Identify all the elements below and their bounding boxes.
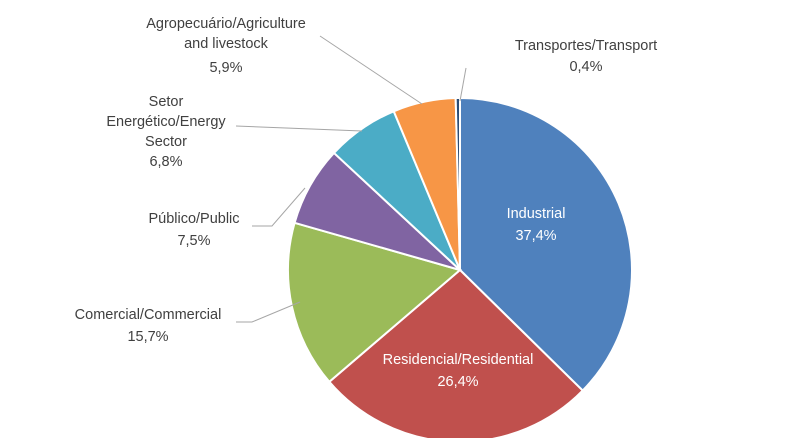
leader-line-transport [459, 67, 467, 102]
slice-value-energy-sector: 6,8% [149, 154, 182, 170]
slice-label-commercial: Comercial/Commercial [75, 307, 222, 323]
label-line-1: and livestock [184, 36, 269, 52]
label-line-0: Setor [149, 94, 184, 110]
slice-label-energy-sector: Setor Energético/Energy Sector [106, 94, 226, 150]
label-line-1: Energético/Energy [106, 114, 226, 130]
slice-value-industrial: 37,4% [515, 228, 556, 244]
slice-value-commercial: 15,7% [127, 329, 168, 345]
slice-value-residential: 26,4% [437, 374, 478, 390]
leader-line-energy-sector [235, 125, 363, 132]
leader-line-public [252, 187, 306, 227]
pie-slice-6 [454, 96, 461, 271]
slice-value-public: 7,5% [177, 233, 210, 249]
leader-lines [235, 35, 467, 323]
slice-labels: Industrial 37,4% Residencial/Residential… [75, 16, 658, 390]
slice-label-transport: Transportes/Transport [515, 38, 657, 54]
pie-slice-1 [327, 268, 585, 438]
slice-value-transport: 0,4% [569, 59, 602, 75]
slice-label-industrial: Industrial [507, 206, 566, 222]
leader-line-commercial [236, 301, 301, 323]
pie-slices [287, 96, 633, 438]
slice-label-agriculture: Agropecuário/Agriculture and livestock [146, 16, 306, 52]
slice-value-agriculture: 5,9% [209, 60, 242, 76]
leader-line-agriculture [319, 35, 423, 105]
slice-label-residential: Residencial/Residential [383, 352, 534, 368]
slice-label-public: Público/Public [148, 211, 239, 227]
label-line-2: Sector [145, 134, 187, 150]
pie-slice-0 [459, 96, 633, 392]
pie-slice-2 [287, 221, 463, 384]
label-line-0: Agropecuário/Agriculture [146, 16, 306, 32]
